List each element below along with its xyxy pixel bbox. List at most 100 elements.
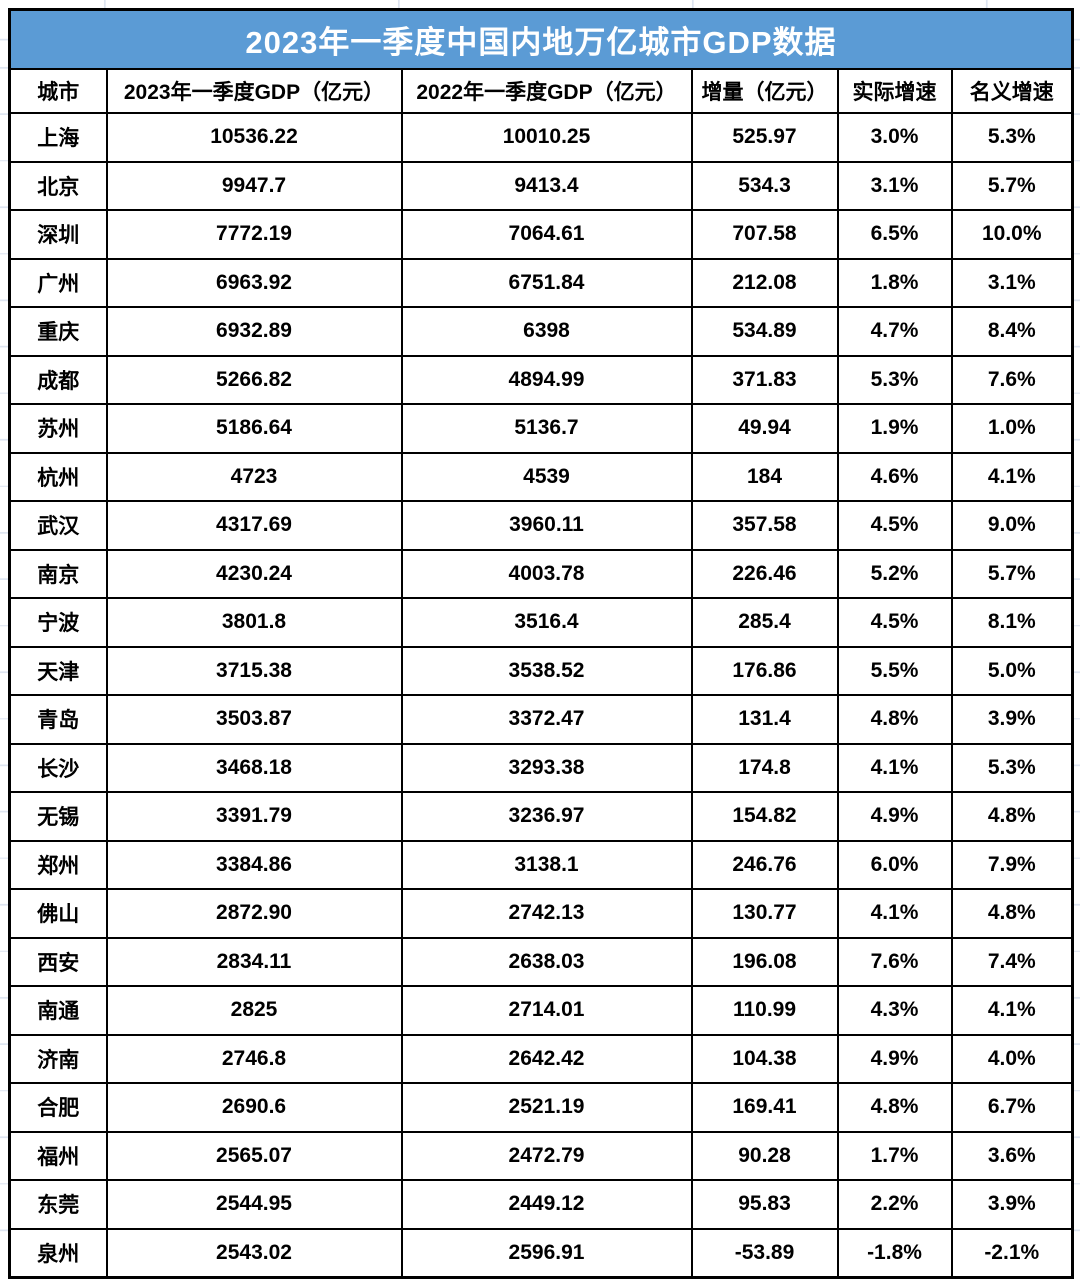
gdp-2023-cell: 2690.6 — [105, 1082, 403, 1133]
real-growth-cell: 4.5% — [836, 500, 953, 551]
table-row: 长沙 3468.18 3293.38 174.8 4.1% 5.3% — [8, 742, 1074, 793]
nominal-growth-cell: 5.7% — [950, 548, 1074, 599]
city-cell: 西安 — [8, 936, 108, 987]
column-header-nominal-growth: 名义增速 — [950, 68, 1074, 114]
gdp-2023-cell: 9947.7 — [105, 160, 403, 211]
gdp-2023-cell: 10536.22 — [105, 112, 403, 163]
city-cell: 宁波 — [8, 597, 108, 648]
city-cell: 成都 — [8, 354, 108, 405]
gdp-2023-cell: 4230.24 — [105, 548, 403, 599]
real-growth-cell: 4.8% — [836, 694, 953, 745]
gdp-2022-cell: 2449.12 — [400, 1179, 693, 1230]
nominal-growth-cell: 4.0% — [950, 1033, 1074, 1084]
table-row: 合肥 2690.6 2521.19 169.41 4.8% 6.7% — [8, 1082, 1074, 1133]
gdp-2022-cell: 4894.99 — [400, 354, 693, 405]
table-row: 郑州 3384.86 3138.1 246.76 6.0% 7.9% — [8, 839, 1074, 890]
increment-cell: 196.08 — [690, 936, 839, 987]
table-row: 广州 6963.92 6751.84 212.08 1.8% 3.1% — [8, 257, 1074, 308]
column-header-city: 城市 — [8, 68, 108, 114]
column-header-real-growth: 实际增速 — [836, 68, 953, 114]
nominal-growth-cell: 7.6% — [950, 354, 1074, 405]
increment-cell: 169.41 — [690, 1082, 839, 1133]
increment-cell: 184 — [690, 451, 839, 502]
nominal-growth-cell: 5.3% — [950, 112, 1074, 163]
nominal-growth-cell: -2.1% — [950, 1227, 1074, 1279]
gdp-2022-cell: 2472.79 — [400, 1130, 693, 1181]
gdp-2022-cell: 3372.47 — [400, 694, 693, 745]
city-cell: 东莞 — [8, 1179, 108, 1230]
city-cell: 福州 — [8, 1130, 108, 1181]
gdp-2023-cell: 2834.11 — [105, 936, 403, 987]
table-row: 南通 2825 2714.01 110.99 4.3% 4.1% — [8, 985, 1074, 1036]
real-growth-cell: 4.8% — [836, 1082, 953, 1133]
increment-cell: 49.94 — [690, 403, 839, 454]
real-growth-cell: 5.3% — [836, 354, 953, 405]
city-cell: 南京 — [8, 548, 108, 599]
nominal-growth-cell: 4.1% — [950, 985, 1074, 1036]
gdp-2022-cell: 3293.38 — [400, 742, 693, 793]
gdp-2022-cell: 2714.01 — [400, 985, 693, 1036]
table-row: 福州 2565.07 2472.79 90.28 1.7% 3.6% — [8, 1130, 1074, 1181]
table-row: 无锡 3391.79 3236.97 154.82 4.9% 4.8% — [8, 791, 1074, 842]
gdp-2022-cell: 2521.19 — [400, 1082, 693, 1133]
real-growth-cell: 4.9% — [836, 1033, 953, 1084]
city-cell: 广州 — [8, 257, 108, 308]
table-row: 青岛 3503.87 3372.47 131.4 4.8% 3.9% — [8, 694, 1074, 745]
gdp-2023-cell: 3715.38 — [105, 645, 403, 696]
gdp-2023-cell: 2543.02 — [105, 1227, 403, 1279]
gdp-2022-cell: 2596.91 — [400, 1227, 693, 1279]
city-cell: 北京 — [8, 160, 108, 211]
nominal-growth-cell: 7.4% — [950, 936, 1074, 987]
increment-cell: 371.83 — [690, 354, 839, 405]
table-row: 南京 4230.24 4003.78 226.46 5.2% 5.7% — [8, 548, 1074, 599]
city-cell: 泉州 — [8, 1227, 108, 1279]
city-cell: 南通 — [8, 985, 108, 1036]
nominal-growth-cell: 3.9% — [950, 1179, 1074, 1230]
nominal-growth-cell: 4.8% — [950, 888, 1074, 939]
city-cell: 无锡 — [8, 791, 108, 842]
real-growth-cell: 4.6% — [836, 451, 953, 502]
gdp-2022-cell: 6751.84 — [400, 257, 693, 308]
table-row: 深圳 7772.19 7064.61 707.58 6.5% 10.0% — [8, 209, 1074, 260]
gdp-2022-cell: 4003.78 — [400, 548, 693, 599]
gdp-2023-cell: 6932.89 — [105, 306, 403, 357]
column-header-gdp-2023: 2023年一季度GDP（亿元） — [105, 68, 403, 114]
increment-cell: 90.28 — [690, 1130, 839, 1181]
increment-cell: 174.8 — [690, 742, 839, 793]
gdp-2023-cell: 3384.86 — [105, 839, 403, 890]
city-cell: 济南 — [8, 1033, 108, 1084]
table-row: 苏州 5186.64 5136.7 49.94 1.9% 1.0% — [8, 403, 1074, 454]
gdp-2023-cell: 2746.8 — [105, 1033, 403, 1084]
table-body: 上海 10536.22 10010.25 525.97 3.0% 5.3% 北京 9947.7… — [8, 112, 1074, 1279]
real-growth-cell: 5.2% — [836, 548, 953, 599]
increment-cell: 534.89 — [690, 306, 839, 357]
increment-cell: 246.76 — [690, 839, 839, 890]
increment-cell: 130.77 — [690, 888, 839, 939]
gdp-2023-cell: 6963.92 — [105, 257, 403, 308]
nominal-growth-cell: 3.9% — [950, 694, 1074, 745]
gdp-2022-cell: 7064.61 — [400, 209, 693, 260]
gdp-2022-cell: 3138.1 — [400, 839, 693, 890]
nominal-growth-cell: 1.0% — [950, 403, 1074, 454]
gdp-2022-cell: 2638.03 — [400, 936, 693, 987]
table-row: 北京 9947.7 9413.4 534.3 3.1% 5.7% — [8, 160, 1074, 211]
city-cell: 深圳 — [8, 209, 108, 260]
gdp-2022-cell: 3538.52 — [400, 645, 693, 696]
gdp-data-table: 2023年一季度中国内地万亿城市GDP数据 城市 2023年一季度GDP（亿元）… — [8, 8, 1074, 1279]
real-growth-cell: 4.1% — [836, 742, 953, 793]
gdp-2022-cell: 5136.7 — [400, 403, 693, 454]
gdp-2023-cell: 5186.64 — [105, 403, 403, 454]
increment-cell: 131.4 — [690, 694, 839, 745]
real-growth-cell: 6.0% — [836, 839, 953, 890]
real-growth-cell: 2.2% — [836, 1179, 953, 1230]
title-row: 2023年一季度中国内地万亿城市GDP数据 — [8, 8, 1074, 70]
real-growth-cell: 7.6% — [836, 936, 953, 987]
gdp-2023-cell: 5266.82 — [105, 354, 403, 405]
real-growth-cell: 4.7% — [836, 306, 953, 357]
header-row: 城市 2023年一季度GDP（亿元） 2022年一季度GDP（亿元） 增量（亿元… — [8, 68, 1074, 114]
gdp-2023-cell: 3801.8 — [105, 597, 403, 648]
real-growth-cell: 4.1% — [836, 888, 953, 939]
gdp-2022-cell: 4539 — [400, 451, 693, 502]
table-row: 济南 2746.8 2642.42 104.38 4.9% 4.0% — [8, 1033, 1074, 1084]
nominal-growth-cell: 3.1% — [950, 257, 1074, 308]
